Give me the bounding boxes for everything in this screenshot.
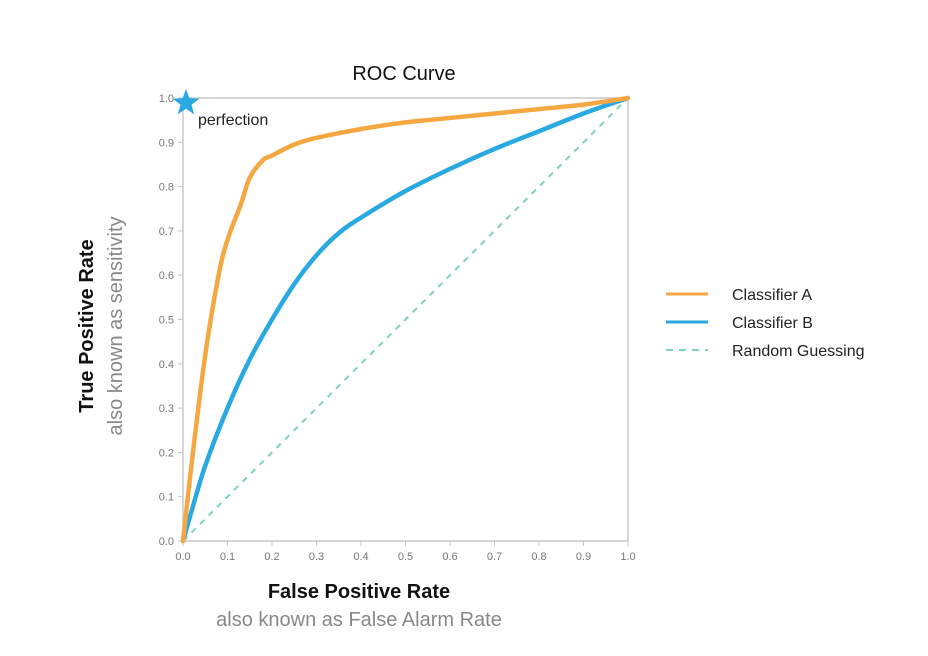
x-tick-label: 0.6 xyxy=(442,551,457,563)
y-axis-ticks: 0.0 0.1 0.2 0.3 0.4 0.5 0.6 0.7 0.8 0.9 1.0 xyxy=(159,93,183,548)
y-axis-sublabel: also known as sensitivity xyxy=(105,217,127,436)
legend-label: Classifier A xyxy=(732,287,812,304)
x-tick-label: 0.8 xyxy=(531,551,546,563)
y-tick-label: 1.0 xyxy=(159,93,174,105)
y-tick-label: 0.1 xyxy=(159,492,174,504)
series-layer xyxy=(180,95,631,544)
y-tick-label: 0.4 xyxy=(159,359,174,371)
star-icon xyxy=(172,89,200,115)
x-tick-label: 0.7 xyxy=(487,551,502,563)
y-tick-label: 0.5 xyxy=(159,315,174,327)
x-axis-ticks: 0.0 0.1 0.2 0.3 0.4 0.5 0.6 0.7 0.8 0.9 1.0 xyxy=(175,541,636,563)
y-tick-label: 0.3 xyxy=(159,403,174,415)
y-tick-label: 0.0 xyxy=(159,536,174,548)
y-axis-label: True Positive Rate xyxy=(76,239,98,412)
y-tick-label: 0.6 xyxy=(159,270,174,282)
series-line-random-guessing xyxy=(182,97,629,542)
x-tick-label: 1.0 xyxy=(620,551,635,563)
x-tick-label: 0.4 xyxy=(353,551,368,563)
x-tick-label: 0.3 xyxy=(309,551,324,563)
legend-label: Classifier B xyxy=(732,315,813,332)
x-tick-label: 0.0 xyxy=(175,551,190,563)
legend-label: Random Guessing xyxy=(732,343,865,360)
y-tick-label: 0.2 xyxy=(159,447,174,459)
annotation-layer: perfection xyxy=(172,89,268,129)
y-tick-label: 0.9 xyxy=(159,137,174,149)
x-tick-label: 0.5 xyxy=(398,551,413,563)
x-axis-label: False Positive Rate xyxy=(268,581,450,603)
series-line-classifier-a xyxy=(180,95,631,544)
x-axis-sublabel: also known as False Alarm Rate xyxy=(216,609,502,631)
x-tick-label: 0.1 xyxy=(220,551,235,563)
y-tick-label: 0.8 xyxy=(159,182,174,194)
x-tick-label: 0.2 xyxy=(264,551,279,563)
chart-title: ROC Curve xyxy=(352,63,455,85)
annotation-label: perfection xyxy=(198,112,268,129)
legend: Classifier A Classifier B Random Guessing xyxy=(666,287,865,360)
series-line-classifier-b xyxy=(180,95,631,544)
x-tick-label: 0.9 xyxy=(576,551,591,563)
y-tick-label: 0.7 xyxy=(159,226,174,238)
